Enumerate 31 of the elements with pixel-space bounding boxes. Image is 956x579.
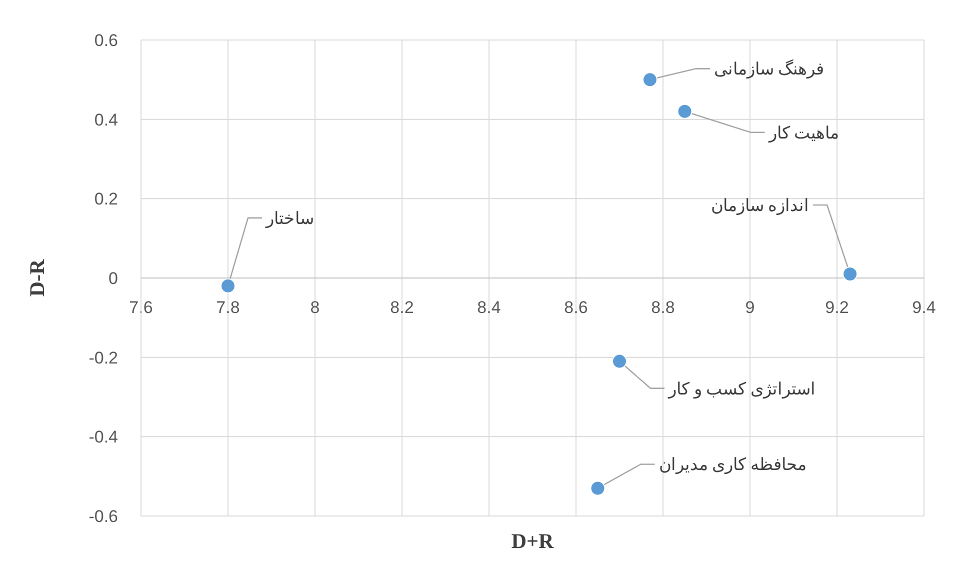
x-tick-label: 9.4 (912, 298, 936, 317)
y-axis-title: D-R (25, 258, 49, 297)
point (642, 72, 658, 88)
point (842, 266, 858, 282)
annotation: استراتژی کسب و کار (668, 379, 816, 400)
y-tick-label: -0.4 (88, 428, 118, 447)
y-tick-label: 0.4 (94, 110, 118, 130)
x-axis-title: D+R (511, 529, 554, 553)
annotation: اندازه سازمان (710, 196, 810, 216)
x-tick-label: 8.4 (477, 298, 501, 317)
annotation: ماهیت کار (768, 123, 839, 144)
x-tick-label: 7.6 (129, 298, 153, 317)
x-tick-label: 9.2 (825, 298, 849, 317)
y-tick-label: 0 (108, 269, 118, 288)
y-tick-label: 0.6 (94, 31, 118, 50)
x-tick-label: 7.8 (216, 298, 240, 317)
point (590, 480, 606, 496)
annotation: محافظه کاری مدیران (658, 455, 806, 476)
x-tick-label: 9 (745, 298, 755, 317)
annotation: ساختار (265, 208, 314, 229)
y-tick-label: 0.2 (94, 190, 118, 209)
y-tick-label: -0.2 (88, 348, 118, 368)
annotation: فرهنگ سازمانی (714, 58, 824, 80)
y-tick-label: -0.6 (88, 507, 118, 526)
point (677, 104, 692, 119)
x-tick-label: 8.8 (651, 298, 675, 317)
x-tick-label: 8 (310, 298, 320, 317)
x-tick-label: 8.6 (564, 298, 588, 317)
point (220, 278, 236, 294)
x-tick-label: 8.2 (390, 298, 414, 317)
point (612, 354, 627, 369)
